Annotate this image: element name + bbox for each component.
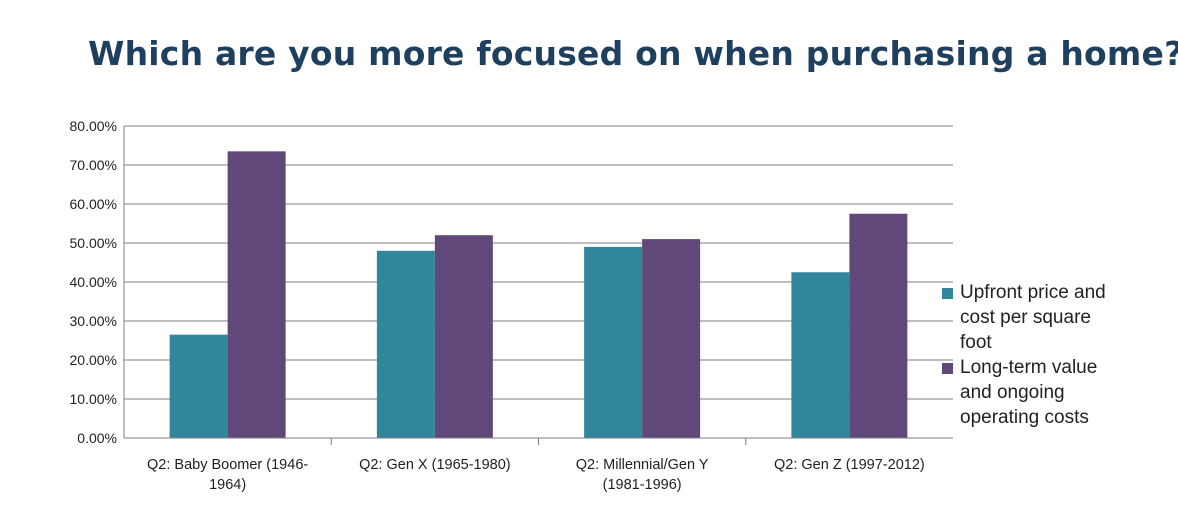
bar-series2-cat2 — [434, 235, 493, 438]
y-tick-label: 0.00% — [77, 430, 117, 446]
bar-series2-cat3 — [642, 239, 701, 438]
legend-label: cost per square — [960, 307, 1091, 328]
category-labels: Q2: Baby Boomer (1946- 1964) Q2: Gen X (19… — [147, 457, 925, 493]
legend-label: Upfront price and — [960, 282, 1106, 303]
y-tick-label: 10.00% — [70, 391, 117, 407]
legend-swatch — [942, 363, 953, 374]
bars — [169, 151, 908, 438]
legend-swatch — [942, 288, 953, 299]
bar-series1-cat2 — [376, 250, 435, 438]
bar-series1-cat3 — [584, 246, 643, 438]
bar-series1-cat4 — [791, 272, 850, 438]
y-tick-label: 20.00% — [70, 352, 117, 368]
y-tick-label: 30.00% — [70, 313, 117, 329]
legend: Upfront price and cost per square foot Long… — [942, 282, 1106, 428]
page-title: Which are you more focused on when purch… — [88, 34, 1178, 73]
bar-series2-cat1 — [227, 151, 286, 438]
bar-series1-cat1 — [169, 334, 228, 438]
y-tick-label: 70.00% — [70, 157, 117, 173]
category-label: (1981-1996) — [603, 477, 682, 493]
y-axis-ticks: 0.00% 10.00% 20.00% 30.00% 40.00% 50.00% 60.00… — [70, 118, 117, 446]
category-label: Q2: Gen Z (1997-2012) — [774, 457, 925, 473]
y-tick-label: 60.00% — [70, 196, 117, 212]
y-tick-label: 50.00% — [70, 235, 117, 251]
category-label: Q2: Gen X (1965-1980) — [359, 457, 511, 473]
legend-label: and ongoing — [960, 382, 1065, 403]
legend-label: foot — [960, 332, 992, 353]
category-label: Q2: Millennial/Gen Y — [576, 457, 709, 473]
category-label: 1964) — [209, 477, 246, 493]
y-tick-label: 80.00% — [70, 118, 117, 134]
axes — [123, 126, 953, 445]
category-label: Q2: Baby Boomer (1946- — [147, 457, 308, 473]
legend-label: Long-term value — [960, 357, 1097, 378]
bar-series2-cat4 — [849, 213, 908, 438]
legend-label: operating costs — [960, 407, 1089, 428]
y-tick-label: 40.00% — [70, 274, 117, 290]
